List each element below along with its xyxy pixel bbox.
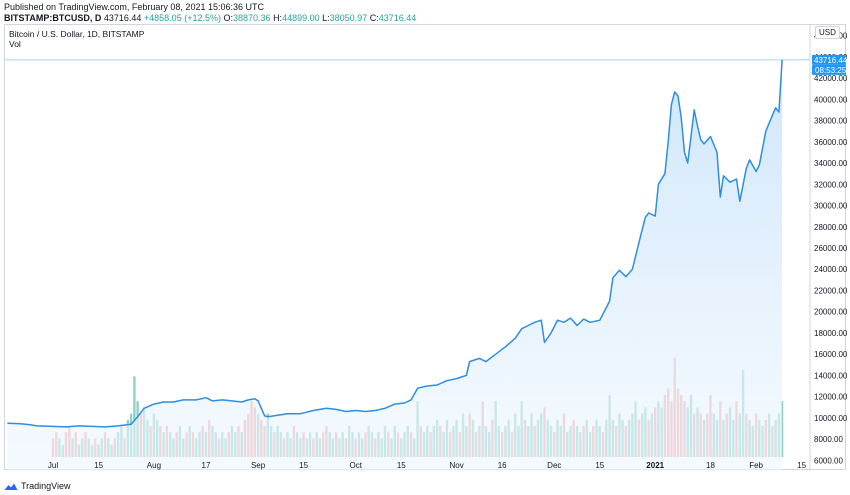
low-value: 38050.97 — [329, 13, 368, 23]
open-label: O: — [223, 13, 233, 23]
y-tick-label: 18000.00 — [814, 329, 847, 338]
footer-brand: TradingView — [21, 481, 71, 491]
y-tick-label: 8000.00 — [814, 435, 843, 444]
x-tick-label: Feb — [749, 461, 763, 470]
x-tick-label: 15 — [797, 461, 806, 470]
x-tick-label: Nov — [449, 461, 463, 470]
x-tick-label: 15 — [397, 461, 406, 470]
x-tick-label: Sep — [251, 461, 266, 470]
volume-bar — [780, 401, 784, 457]
x-tick-label: 2021 — [646, 461, 664, 470]
x-tick-label: 17 — [202, 461, 211, 470]
x-tick-label: Aug — [147, 461, 161, 470]
y-tick-label: 22000.00 — [814, 287, 847, 296]
open-value: 38870.36 — [233, 13, 271, 23]
y-tick-label: 36000.00 — [814, 138, 847, 147]
volume-bar — [133, 376, 136, 457]
price-chart[interactable]: 6000.00 8000.00 10000.00 12000.00 14000.00 16… — [5, 25, 847, 471]
footer: TradingView — [4, 479, 71, 493]
x-tick-label: 18 — [706, 461, 715, 470]
x-tick-label: 15 — [299, 461, 308, 470]
x-tick-label: Jul — [48, 461, 58, 470]
price-area — [7, 59, 783, 471]
low-label: L: — [322, 13, 330, 23]
y-tick-label: 38000.00 — [814, 117, 847, 126]
y-tick-label: 24000.00 — [814, 265, 847, 274]
time-badge: 08:53:25 — [815, 66, 847, 75]
high-value: 44899.00 — [282, 13, 320, 23]
x-tick-label: Dec — [547, 461, 561, 470]
price-badge: 43716.44 — [814, 56, 847, 65]
y-tick-label: 14000.00 — [814, 371, 847, 380]
price-line — [7, 59, 783, 428]
y-tick-label: 6000.00 — [814, 456, 843, 465]
y-tick-label: 32000.00 — [814, 180, 847, 189]
x-tick-label: 15 — [94, 461, 103, 470]
published-info: Published on TradingView.com, February 0… — [4, 2, 264, 12]
y-tick-label: 34000.00 — [814, 159, 847, 168]
y-tick-label: 12000.00 — [814, 393, 847, 402]
y-tick-label: 20000.00 — [814, 308, 847, 317]
x-tick-label: 16 — [498, 461, 507, 470]
x-tick-label: 15 — [595, 461, 604, 470]
price-badge-bg — [812, 54, 846, 65]
high-label: H: — [273, 13, 283, 23]
chart-frame[interactable]: 6000.00 8000.00 10000.00 12000.00 14000.00 16… — [4, 24, 847, 471]
legend-vol: Vol — [9, 39, 21, 49]
y-tick-label: 28000.00 — [814, 223, 847, 232]
x-tick-label: Oct — [349, 461, 362, 470]
last-price: 43716.44 — [103, 13, 142, 23]
price-change: +4858.05 (+12.5%) — [143, 13, 221, 23]
legend-title: Bitcoin / U.S. Dollar, 1D, BITSTAMP — [9, 29, 145, 39]
time-badge-bg — [812, 64, 846, 75]
y-tick-label: 30000.00 — [814, 202, 847, 211]
y-tick-label: 16000.00 — [814, 350, 847, 359]
y-tick-label: 42000.00 — [814, 74, 847, 83]
symbol-label: BITSTAMP:BTCUSD, D — [4, 13, 102, 23]
y-tick-label: 26000.00 — [814, 244, 847, 253]
y-tick-label: 40000.00 — [814, 95, 847, 104]
y-tick-label: 10000.00 — [814, 414, 847, 423]
close-value: 43716.44 — [378, 13, 417, 23]
currency-badge[interactable]: USD — [815, 26, 840, 39]
ohlc-line: BITSTAMP:BTCUSD, D 43716.44 +4858.05 (+1… — [4, 13, 416, 23]
close-label: C: — [369, 13, 379, 23]
tradingview-logo-icon — [4, 483, 18, 490]
